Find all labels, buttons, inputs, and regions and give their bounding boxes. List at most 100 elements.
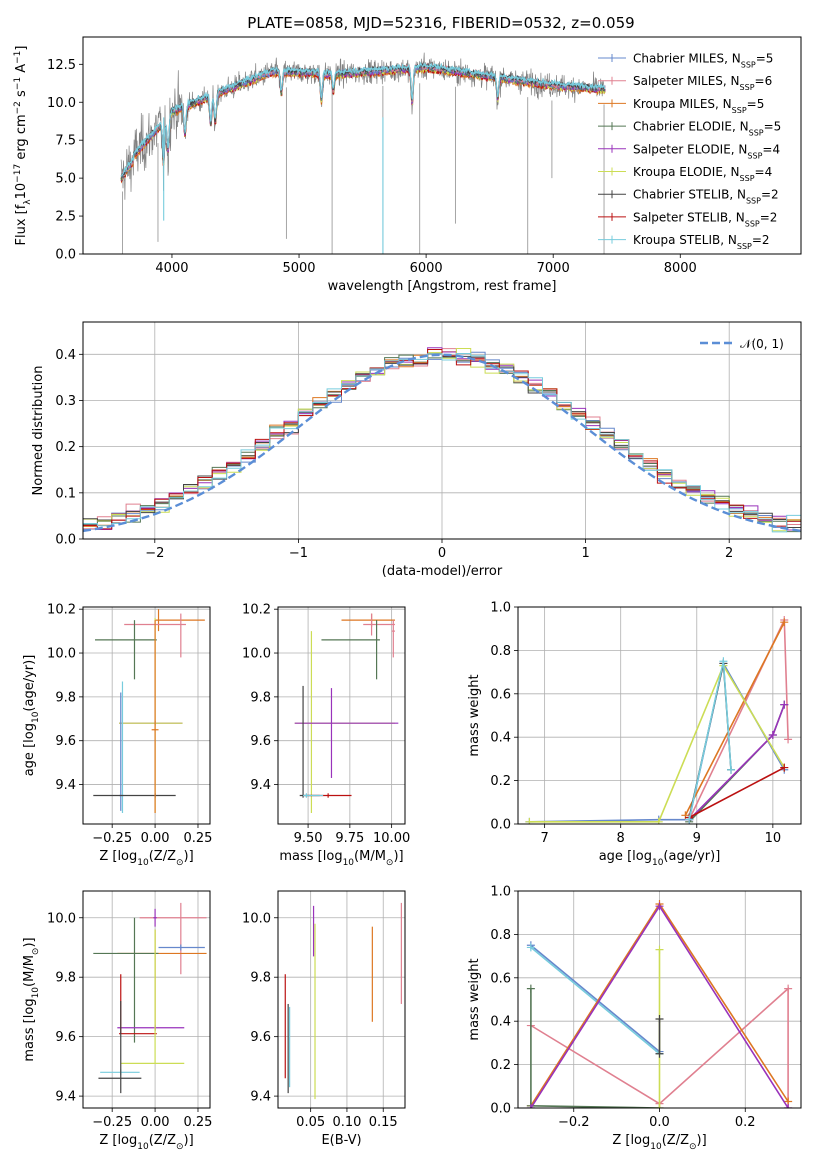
legend: 𝒩(0, 1) xyxy=(700,337,784,351)
x-tick-label: 6000 xyxy=(410,261,443,276)
y-tick-label: 0.2 xyxy=(490,1058,511,1073)
x-tick-label: 0.10 xyxy=(332,1115,361,1130)
legend-label: 𝒩(0, 1) xyxy=(740,337,784,351)
y-tick-label: 0.8 xyxy=(490,644,511,659)
plot-area xyxy=(93,902,207,1094)
x-tick-label: 0.15 xyxy=(369,1115,398,1130)
panel-mass_vs_ebv: 0.05 0.10 0.15 9.4 9.6 9.8 10.0 E(B-V) xyxy=(242,890,406,1148)
legend-label: Chabrier MILES, NSSP=5 xyxy=(633,52,773,70)
weight-marker xyxy=(655,1015,664,1024)
weight-marker xyxy=(784,735,793,744)
weight-marker xyxy=(768,731,777,740)
x-tick-label: 0.2 xyxy=(735,1115,756,1130)
panels: 4000 5000 6000 7000 80000.02.55.07.510.012.5… xyxy=(13,36,802,1152)
axes-frame xyxy=(277,890,406,1109)
x-tick-label: 4000 xyxy=(155,261,188,276)
plot-area xyxy=(526,900,793,1108)
y-tick-label: 0.3 xyxy=(55,394,76,409)
y-tick-label: 0.0 xyxy=(490,1102,511,1117)
weight-line-salpeter_stelib xyxy=(688,766,785,819)
weight-marker xyxy=(655,1104,664,1108)
axes-frame xyxy=(82,606,211,825)
weight-marker xyxy=(780,618,789,627)
axes-frame xyxy=(82,36,802,255)
hist-kroupa_stelib xyxy=(83,353,801,533)
x-tick-label: 0.25 xyxy=(184,1115,213,1130)
legend-label: Salpeter MILES, NSSP=6 xyxy=(633,74,772,92)
x-tick-label: 0.00 xyxy=(141,831,170,846)
panel-weight_vs_Z: −0.2 0.0 0.2 0.0 0.2 0.4 0.6 0.8 1.0 Z [log10(Z/Z… xyxy=(467,885,802,1152)
x-axis-label: wavelength [Angstrom, rest frame] xyxy=(328,279,557,294)
normal-curve xyxy=(83,353,801,533)
y-tick-label: 9.4 xyxy=(55,778,76,793)
x-tick-label: 1 xyxy=(581,546,589,561)
y-tick-label: 9.8 xyxy=(250,690,271,705)
plot-area xyxy=(83,347,801,533)
y-axis-label: Normed distribution xyxy=(31,366,46,496)
axes-frame xyxy=(82,321,802,540)
y-tick-label: 1.0 xyxy=(490,885,511,900)
grid xyxy=(278,891,405,1108)
x-tick-label: −1 xyxy=(289,546,308,561)
figure-title: PLATE=0858, MJD=52316, FIBERID=0532, z=0… xyxy=(247,14,634,32)
y-tick-label: 9.8 xyxy=(55,690,76,705)
panel-mass_vs_Z: −0.25 0.00 0.25 9.4 9.6 9.8 10.0 Z [log10(Z/Z⊙)… xyxy=(22,890,213,1152)
weight-marker xyxy=(525,817,534,824)
y-tick-label: 0.0 xyxy=(55,533,76,548)
y-tick-label: 0.1 xyxy=(55,486,76,501)
y-tick-label: 7.5 xyxy=(55,134,76,149)
y-tick-label: 9.4 xyxy=(250,1090,271,1105)
weight-marker xyxy=(780,763,789,772)
x-axis-label: Z [log10(Z/Z⊙)] xyxy=(99,849,193,868)
y-tick-label: 5.0 xyxy=(55,172,76,187)
hist-salpeter_stelib xyxy=(83,349,801,530)
weight-line-chabrier_miles xyxy=(530,944,661,1053)
y-tick-label: 9.6 xyxy=(250,1030,271,1045)
x-axis-label: Z [log10(Z/Z⊙)] xyxy=(612,1133,706,1152)
y-tick-label: 0.0 xyxy=(55,248,76,263)
x-tick-label: 0.05 xyxy=(296,1115,325,1130)
legend-label: Kroupa MILES, NSSP=5 xyxy=(633,97,764,115)
y-tick-label: 10.2 xyxy=(242,603,271,618)
weight-marker xyxy=(727,765,736,774)
x-axis-label: Z [log10(Z/Z⊙)] xyxy=(99,1133,193,1152)
plot-area xyxy=(93,609,205,814)
weight-marker xyxy=(526,943,535,952)
y-tick-label: 10.0 xyxy=(242,911,271,926)
y-tick-label: 9.4 xyxy=(250,778,271,793)
x-tick-label: 10 xyxy=(765,831,782,846)
plot-area xyxy=(284,902,402,1100)
panel-age_vs_mass: 9.50 9.75 10.00 9.4 9.6 9.8 10.0 10.2 mass [log1… xyxy=(242,603,410,868)
x-tick-label: 7000 xyxy=(537,261,570,276)
y-tick-label: 0.0 xyxy=(490,818,511,833)
y-axis-label: mass [log10(M/M⊙)] xyxy=(22,937,41,1061)
x-tick-label: 0 xyxy=(438,546,446,561)
legend-label: Kroupa ELODIE, NSSP=4 xyxy=(633,165,772,183)
x-tick-label: 0.25 xyxy=(184,831,213,846)
y-tick-label: 12.5 xyxy=(47,58,76,73)
y-tick-label: 9.6 xyxy=(55,1030,76,1045)
x-axis-label: mass [log10(M/M⊙)] xyxy=(279,849,403,868)
x-tick-label: 5000 xyxy=(282,261,315,276)
x-axis-label: (data-model)/error xyxy=(382,564,503,579)
y-tick-label: 0.8 xyxy=(490,928,511,943)
panel-spectrum: 4000 5000 6000 7000 8000 0.0 2.5 5.0 7.5 10.0 12.5… xyxy=(13,36,802,294)
x-axis-label: E(B-V) xyxy=(321,1133,361,1148)
y-tick-label: 0.2 xyxy=(490,774,511,789)
weight-line-salpeter_miles xyxy=(530,986,789,1108)
weight-marker xyxy=(655,1049,664,1058)
y-tick-label: 10.0 xyxy=(242,647,271,662)
x-tick-label: 8 xyxy=(617,831,625,846)
legend-label: Chabrier ELODIE, NSSP=5 xyxy=(633,120,781,138)
y-tick-label: 9.6 xyxy=(55,734,76,749)
y-tick-label: 9.8 xyxy=(250,971,271,986)
x-tick-label: 7 xyxy=(540,831,548,846)
panel-residuals: −2 −1 0 1 2 0.0 0.1 0.2 0.3 0.4 (data-model)/error… xyxy=(31,321,802,579)
axes-frame xyxy=(82,890,211,1109)
weight-marker xyxy=(784,984,793,993)
y-tick-label: 10.0 xyxy=(47,96,76,111)
x-axis-label: age [log10(age/yr)] xyxy=(599,849,721,868)
y-tick-label: 0.4 xyxy=(55,348,76,363)
